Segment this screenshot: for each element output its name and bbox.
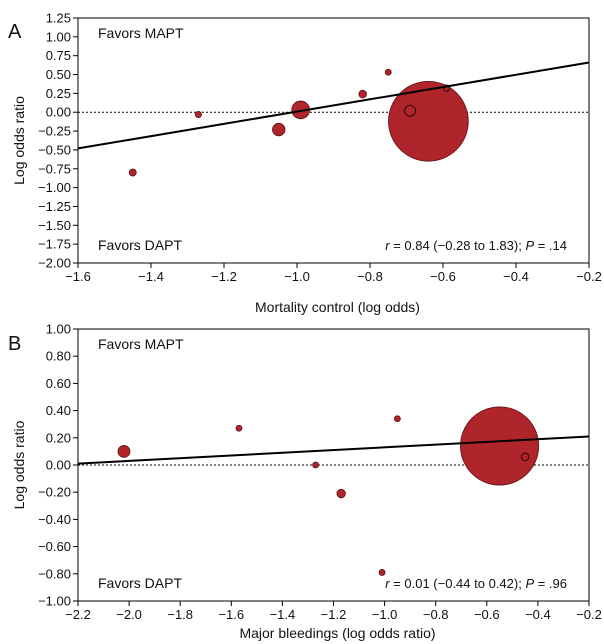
panel-letter: A (8, 21, 22, 43)
x-tick-label: −1.2 (321, 607, 347, 622)
y-tick-label: 1.25 (46, 11, 71, 26)
y-tick-label: −0.60 (38, 539, 71, 554)
study-bubble (117, 444, 131, 458)
stat-p-value: = .14 (534, 238, 567, 253)
stat-r: r (385, 576, 390, 591)
y-tick-label: −0.80 (38, 566, 71, 581)
y-tick-label: 0.80 (46, 349, 71, 364)
x-tick-label: −1.4 (138, 269, 164, 284)
stat-p: P (525, 238, 534, 253)
x-tick-label: −2.0 (116, 607, 142, 622)
y-tick-label: −0.75 (38, 161, 71, 176)
favors-mapt-label: Favors MAPT (98, 336, 184, 352)
y-tick-label: 0.25 (46, 86, 71, 101)
y-tick-label: 1.00 (46, 29, 71, 44)
y-tick-label: 0.40 (46, 403, 71, 418)
y-axis-title: Log odds ratio (11, 96, 27, 185)
study-bubble-outline (404, 104, 417, 117)
stat-ci: = 0.01 (−0.44 to 0.42); (390, 576, 526, 591)
x-tick-label: −2.2 (65, 607, 91, 622)
x-tick-label: −1.6 (65, 269, 91, 284)
regression-line (77, 435, 590, 465)
stat-p-value: = .96 (534, 576, 567, 591)
study-bubble-outline (520, 452, 530, 462)
y-tick-label: 0.00 (46, 458, 71, 473)
y-tick-label: 0.00 (46, 105, 71, 120)
study-bubble (393, 415, 401, 423)
x-tick-label: −0.2 (576, 269, 602, 284)
stat-annotation: r = 0.84 (−0.28 to 1.83); P = .14 (385, 238, 567, 253)
y-tick-label: 0.60 (46, 376, 71, 391)
y-tick-label: 0.20 (46, 430, 71, 445)
y-tick-label: 0.75 (46, 48, 71, 63)
plot-frame (77, 17, 590, 264)
x-tick-label: −1.0 (284, 269, 310, 284)
study-bubble (358, 89, 367, 99)
y-tick-label: 0.50 (46, 67, 71, 82)
y-tick-label: −1.50 (38, 218, 71, 233)
y-tick-label: −0.25 (38, 124, 71, 139)
study-bubble (272, 122, 286, 137)
regression-line (77, 61, 590, 150)
stat-r: r (385, 238, 390, 253)
y-axis-title: Log odds ratio (11, 420, 27, 509)
x-axis-title: Major bleedings (log odds ratio) (239, 625, 435, 641)
panel-a: A 1.25 1.00 0.75 0.50 0.25 0.00 −0.25 −0.50 −0.75… (8, 11, 602, 316)
study-bubble (128, 168, 137, 177)
y-tick-label: −1.25 (38, 199, 71, 214)
study-bubble (312, 461, 320, 469)
favors-dapt-label: Favors DAPT (98, 237, 182, 253)
y-tick-label: −1.00 (38, 180, 71, 195)
panel-b: B 1.00 0.80 0.60 0.40 0.20 0.00 −0.20 −0.40 −0.60… (8, 322, 602, 642)
x-tick-label: −0.2 (576, 607, 602, 622)
y-tick-label: −0.20 (38, 485, 71, 500)
stat-annotation: r = 0.01 (−0.44 to 0.42); P = .96 (385, 576, 567, 591)
x-tick-label: −1.0 (372, 607, 398, 622)
x-tick-label: −0.8 (423, 607, 449, 622)
y-tick-label: −2.00 (38, 256, 71, 271)
study-bubble-outline (443, 84, 451, 92)
y-tick-label: 1.00 (46, 322, 71, 337)
favors-mapt-label: Favors MAPT (98, 25, 184, 41)
study-bubble (384, 68, 392, 76)
x-tick-label: −0.4 (503, 269, 529, 284)
favors-dapt-label: Favors DAPT (98, 575, 182, 591)
study-bubble (388, 80, 469, 162)
study-bubble (235, 424, 243, 432)
study-bubble (336, 488, 346, 499)
y-tick-label: −1.75 (38, 237, 71, 252)
study-bubble (194, 110, 202, 119)
study-bubble (460, 406, 540, 486)
x-tick-label: −1.4 (270, 607, 296, 622)
x-tick-label: −0.6 (430, 269, 456, 284)
y-tick-label: −0.50 (38, 142, 71, 157)
x-tick-label: −1.8 (167, 607, 193, 622)
y-tick-label: −0.40 (38, 512, 71, 527)
panel-letter: B (8, 333, 21, 355)
x-tick-label: −0.6 (474, 607, 500, 622)
x-axis-title: Mortality control (log odds) (255, 299, 420, 315)
stat-p: P (525, 576, 534, 591)
y-tick-label: −1.00 (38, 594, 71, 609)
x-tick-label: −1.2 (211, 269, 237, 284)
x-tick-label: −0.8 (357, 269, 383, 284)
study-bubble (378, 569, 386, 576)
x-tick-label: −0.4 (525, 607, 551, 622)
stat-ci: = 0.84 (−0.28 to 1.83); (390, 238, 526, 253)
x-tick-label: −1.6 (218, 607, 244, 622)
